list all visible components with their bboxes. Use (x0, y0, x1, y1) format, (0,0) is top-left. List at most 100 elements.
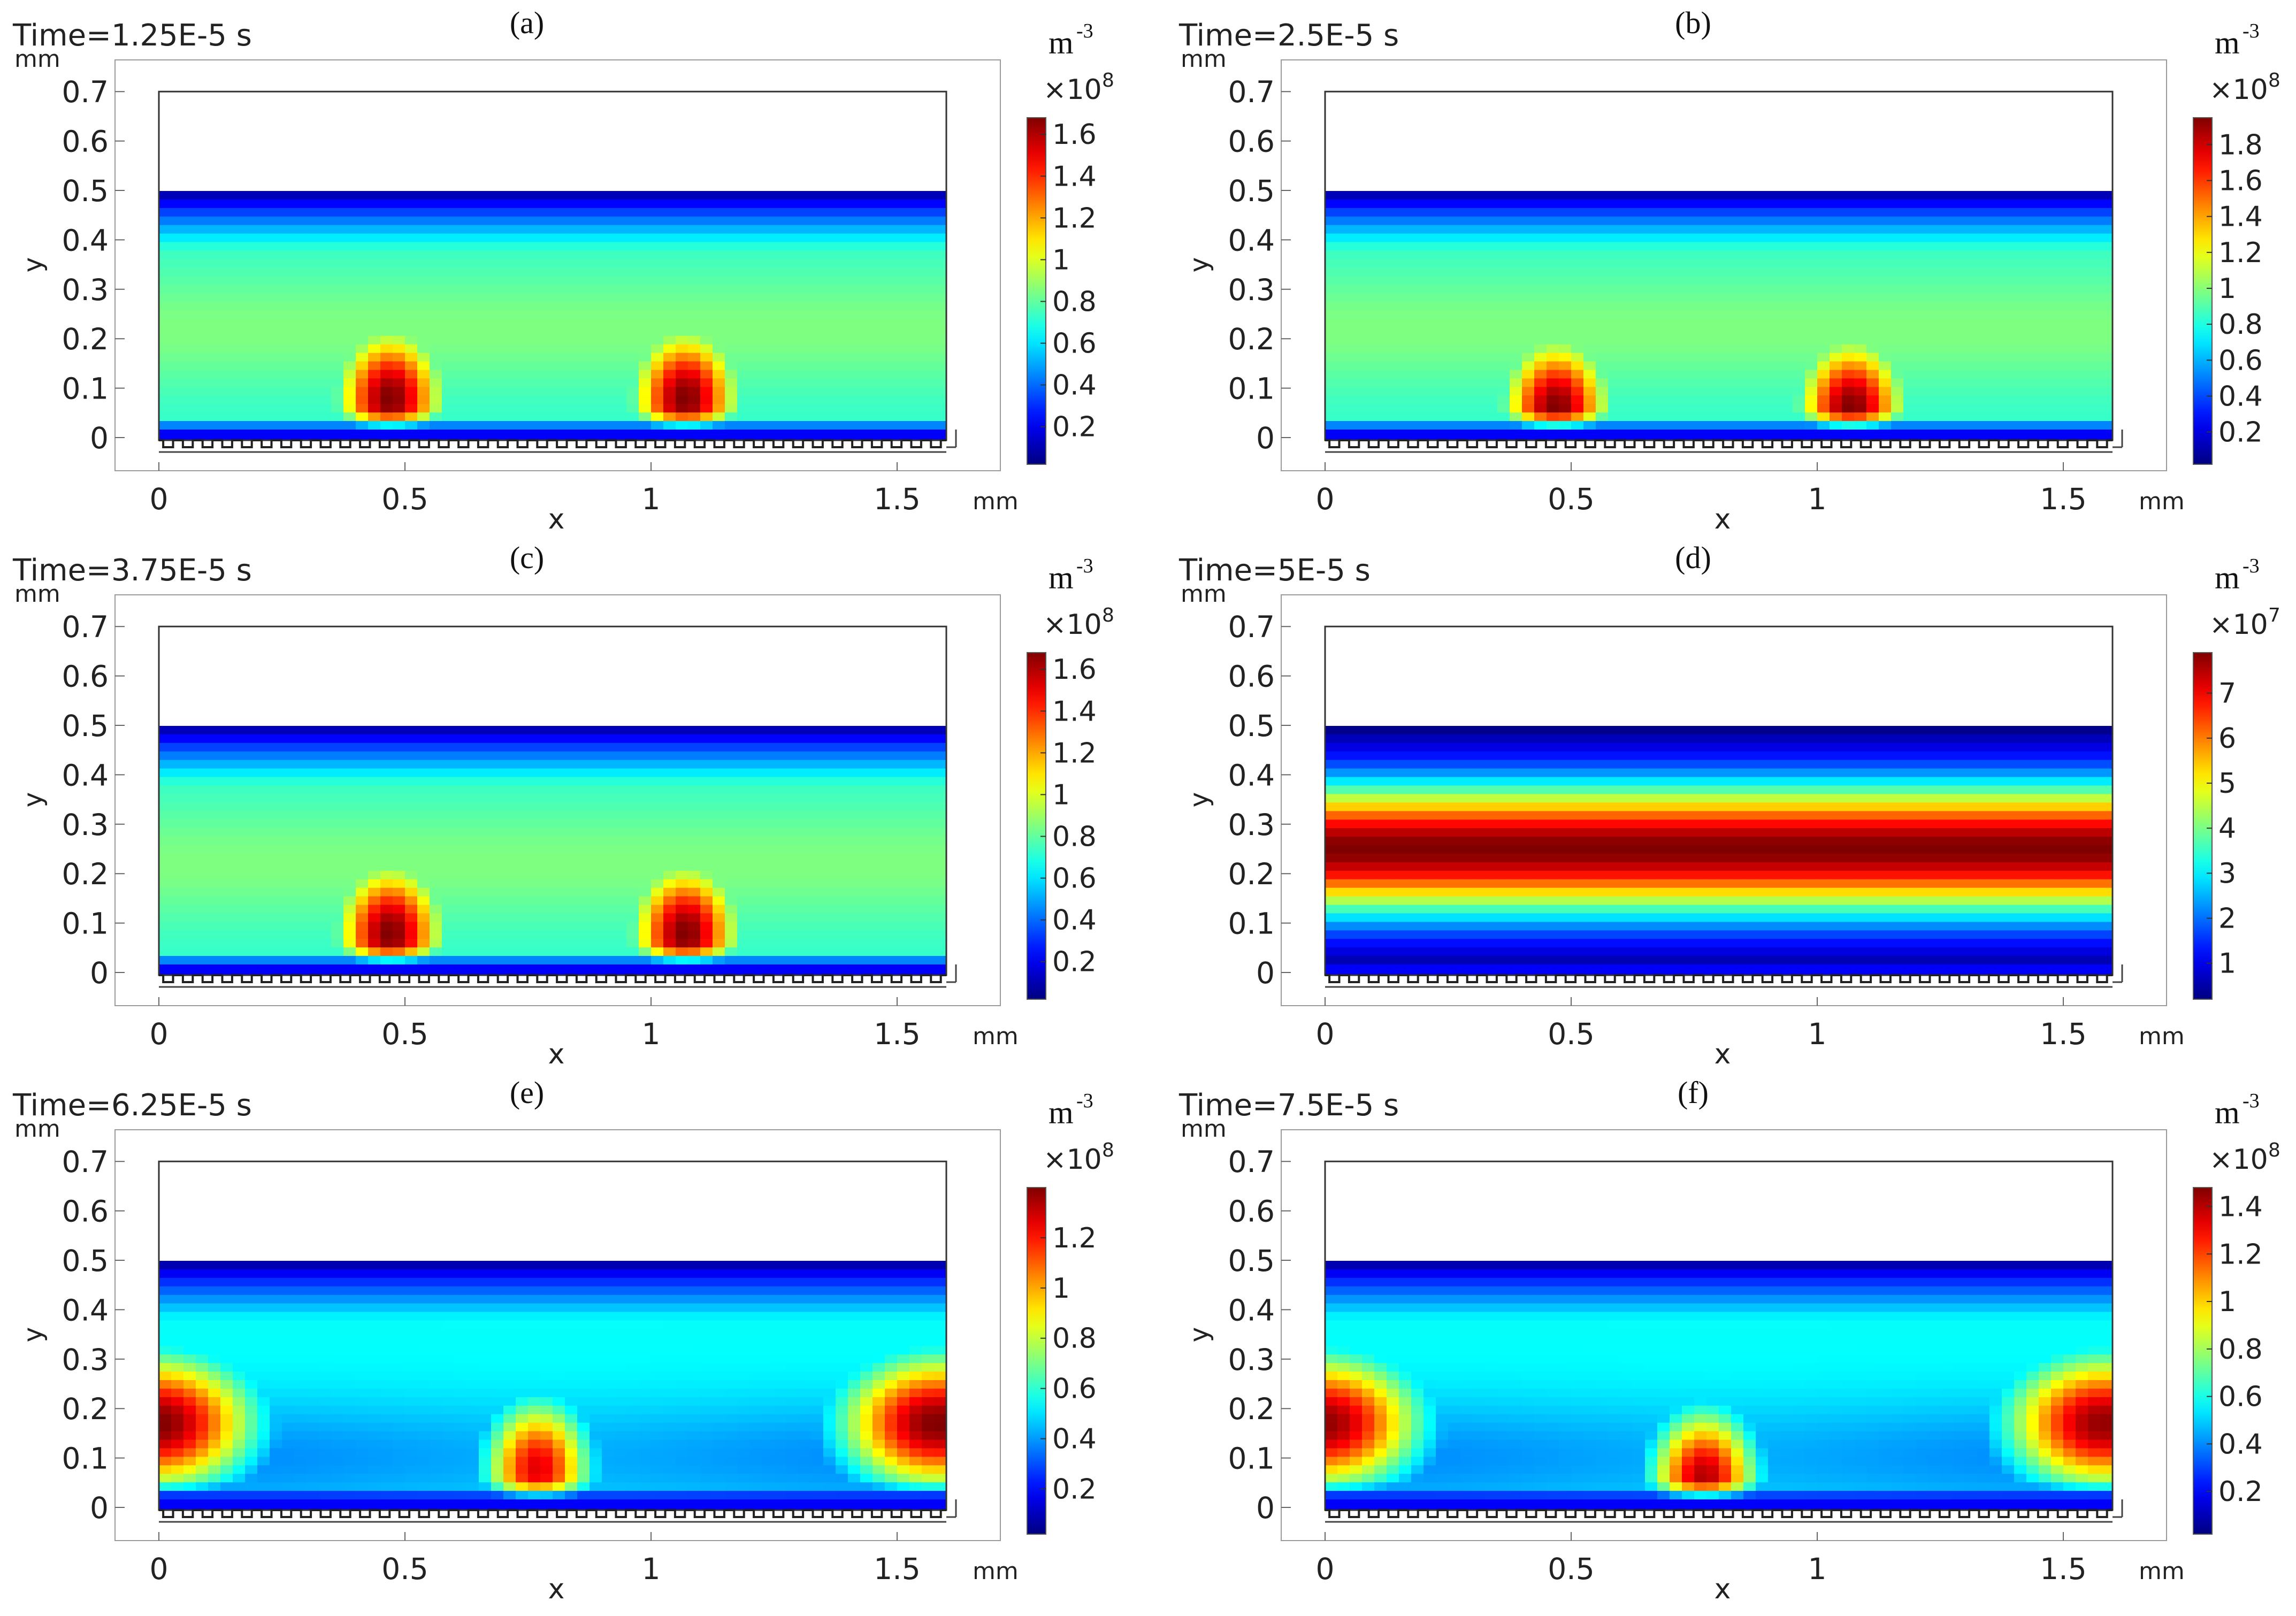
heatmap-cell (171, 862, 184, 871)
heatmap-cell (1485, 267, 1498, 277)
x-tick-label: 0.5 (1548, 482, 1594, 516)
heatmap-cell (1854, 361, 1867, 371)
heatmap-cell (848, 285, 861, 294)
heatmap-cell (1448, 378, 1461, 387)
heatmap-cell (516, 370, 529, 379)
heatmap-cell (1362, 267, 1375, 277)
heatmap-cell (1891, 208, 1904, 217)
heatmap-cell (1916, 242, 1928, 251)
heatmap-cell (1411, 318, 1424, 328)
heatmap-cell (774, 820, 787, 829)
heatmap-cell (1965, 395, 1978, 404)
heatmap-cell (208, 751, 221, 761)
heatmap-cell (602, 734, 615, 744)
heatmap-cell (799, 199, 812, 209)
heatmap-cell (1411, 250, 1424, 260)
heatmap-cell (1743, 225, 1756, 234)
heatmap-cell (786, 378, 799, 387)
heatmap-cell (676, 344, 688, 354)
heatmap-cell (1337, 370, 1350, 379)
heatmap-cell (479, 862, 492, 871)
heatmap-cell (2026, 199, 2039, 209)
heatmap-cell (848, 259, 861, 268)
heatmap-cell (2051, 335, 2064, 345)
heatmap-cell (1411, 191, 1424, 200)
heatmap-cell (565, 310, 578, 319)
heatmap-cell (885, 378, 898, 387)
heatmap-cell (676, 794, 688, 803)
heatmap-cell (1387, 276, 1399, 285)
heatmap-cell (676, 285, 688, 294)
heatmap-cell (466, 327, 479, 336)
heatmap-cell (1940, 378, 1953, 387)
heatmap-cell (749, 395, 762, 404)
heatmap-cell (1965, 208, 1978, 217)
heatmap-cell (713, 216, 725, 226)
heatmap-cell (405, 742, 418, 752)
heatmap-cell (860, 421, 873, 430)
heatmap-cell (282, 250, 295, 260)
heatmap-cell (663, 327, 676, 336)
heatmap-cell (2100, 285, 2113, 294)
heatmap-cell (1743, 208, 1756, 217)
heatmap-cell (1879, 293, 1892, 302)
heatmap-cell (713, 370, 725, 379)
heatmap-cell (909, 267, 922, 277)
heatmap-cell (577, 811, 590, 820)
heatmap-cell (2088, 208, 2101, 217)
heatmap-cell (614, 199, 627, 209)
heatmap-cell (2100, 267, 2113, 277)
heatmap-cell (885, 777, 898, 786)
heatmap-cell (1571, 199, 1584, 209)
heatmap-cell (1903, 395, 1916, 404)
heatmap-cell (2076, 335, 2088, 345)
heatmap-cell (873, 395, 885, 404)
heatmap-cell (1608, 225, 1621, 234)
heatmap-cell (885, 335, 898, 345)
heatmap-cell (245, 387, 258, 396)
heatmap-cell (2100, 421, 2113, 430)
heatmap-cell (1473, 344, 1486, 354)
heatmap-cell (393, 412, 405, 422)
heatmap-cell (626, 267, 639, 277)
heatmap-cell (343, 353, 356, 362)
heatmap-cell (405, 421, 418, 430)
heatmap-cell (688, 751, 701, 761)
heatmap-cell (1337, 276, 1350, 285)
heatmap-cell (196, 870, 209, 880)
heatmap-cell (774, 777, 787, 786)
heatmap-cell (2002, 370, 2015, 379)
heatmap-cell (1497, 250, 1510, 260)
heatmap-cell (454, 293, 467, 302)
heatmap-cell (848, 191, 861, 200)
heatmap-cell (762, 250, 775, 260)
heatmap-cell (528, 208, 541, 217)
heatmap-cell (602, 879, 615, 889)
heatmap-cell (700, 276, 713, 285)
heatmap-cell (786, 887, 799, 897)
heatmap-cell (294, 387, 307, 396)
heatmap-cell (1854, 353, 1867, 362)
heatmap-cell (1842, 412, 1855, 422)
heatmap-cell (233, 387, 246, 396)
heatmap-cell (713, 404, 725, 413)
heatmap-cell (1977, 412, 1990, 422)
heatmap-cell (257, 870, 270, 880)
heatmap-cell (811, 267, 824, 277)
heatmap-cell (1522, 208, 1535, 217)
heatmap-cell (183, 837, 196, 846)
heatmap-cell (934, 853, 947, 863)
heatmap-cell (553, 802, 565, 811)
heatmap-cell (393, 191, 405, 200)
heatmap-cell (713, 199, 725, 209)
heatmap-cell (233, 870, 246, 880)
heatmap-cell (1633, 250, 1646, 260)
heatmap-cell (1534, 378, 1547, 387)
heatmap-cell (417, 404, 430, 413)
heatmap-cell (1694, 233, 1707, 243)
heatmap-cell (380, 404, 393, 413)
heatmap-cell (405, 794, 418, 803)
heatmap-cell (183, 191, 196, 200)
heatmap-cell (417, 837, 430, 846)
heatmap-cell (2100, 259, 2113, 268)
